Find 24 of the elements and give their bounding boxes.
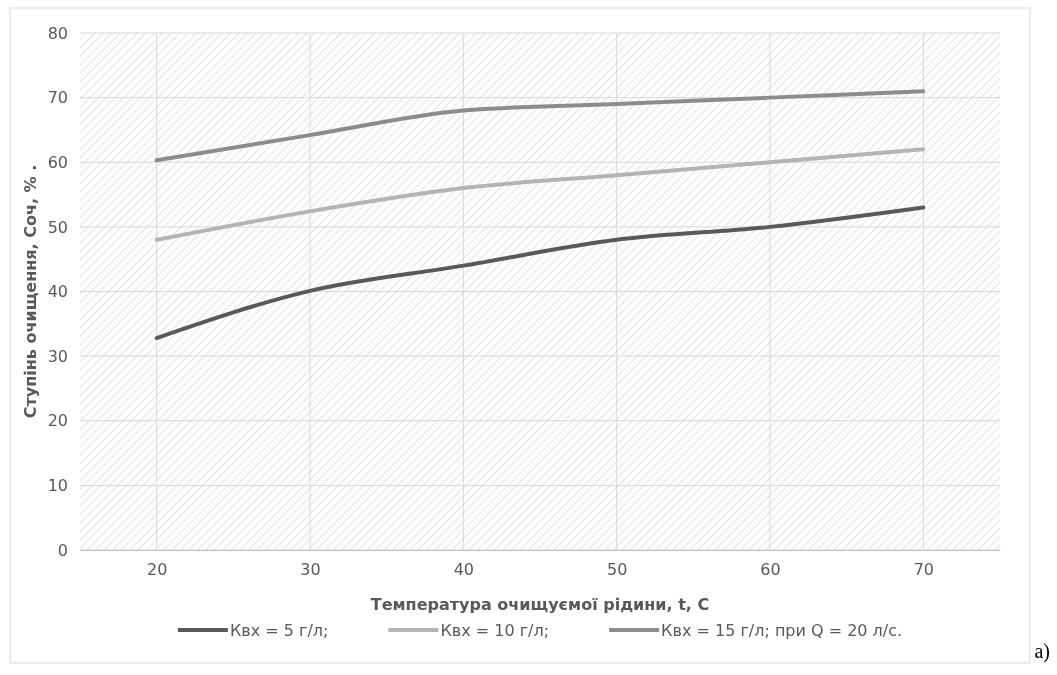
y-tick-label: 40 xyxy=(47,282,68,302)
y-tick-label: 30 xyxy=(47,346,68,366)
x-tick-label: 20 xyxy=(146,560,168,580)
line-series xyxy=(154,89,926,163)
y-tick-label: 10 xyxy=(47,475,68,495)
y-tick-label: 20 xyxy=(47,411,68,431)
legend-label: Квх = 5 г/л; xyxy=(229,621,329,640)
y-tick-label: 60 xyxy=(47,152,68,172)
y-tick-label: 80 xyxy=(47,23,68,43)
line-series xyxy=(154,147,926,242)
x-tick-label: 50 xyxy=(606,560,628,580)
x-tick-label: 60 xyxy=(760,560,781,580)
x-tick-label: 40 xyxy=(453,560,475,580)
x-axis-title: Температура очищуємої рідини, t, С xyxy=(370,595,710,614)
y-tick-label: 70 xyxy=(47,88,68,108)
x-tick-label: 70 xyxy=(913,560,935,580)
y-tick-label: 50 xyxy=(47,217,68,237)
legend-label: Квх = 10 г/л; xyxy=(440,621,550,640)
y-tick-label: 0 xyxy=(57,540,68,560)
text: a) xyxy=(1034,640,1050,663)
y-axis-title: Ступінь очищення, Соч, % . xyxy=(21,164,40,419)
legend-label: Квх = 15 г/л; при Q = 20 л/с. xyxy=(661,621,903,640)
x-tick-label: 30 xyxy=(300,560,321,580)
line-series xyxy=(154,205,926,341)
